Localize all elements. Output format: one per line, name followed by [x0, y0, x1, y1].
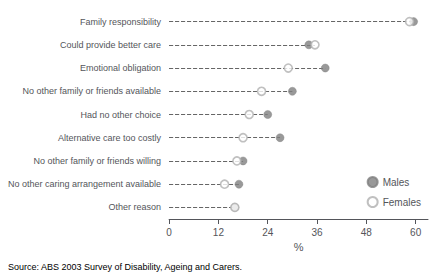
svg-text:No other family or friends wil: No other family or friends willing — [34, 156, 162, 166]
svg-text:36: 36 — [311, 227, 323, 238]
svg-text:%: % — [294, 241, 304, 253]
svg-text:Could provide better care: Could provide better care — [60, 40, 161, 50]
svg-text:48: 48 — [361, 227, 373, 238]
svg-text:0: 0 — [166, 227, 172, 238]
svg-text:Family responsibility: Family responsibility — [80, 17, 162, 27]
svg-text:Males: Males — [383, 177, 410, 188]
svg-text:60: 60 — [410, 227, 422, 238]
svg-text:24: 24 — [262, 227, 274, 238]
svg-text:No other family or friends ava: No other family or friends available — [23, 86, 162, 96]
svg-text:Emotional obligation: Emotional obligation — [80, 63, 161, 73]
svg-text:Other reason: Other reason — [109, 202, 162, 212]
svg-text:12: 12 — [213, 227, 225, 238]
svg-text:Source: ABS 2003 Survey of Dis: Source: ABS 2003 Survey of Disability, A… — [8, 262, 242, 272]
svg-text:Had no other choice: Had no other choice — [81, 110, 162, 120]
svg-text:No other caring arrangement av: No other caring arrangement available — [8, 179, 161, 189]
svg-text:Alternative care too costly: Alternative care too costly — [58, 133, 162, 143]
svg-text:Females: Females — [383, 197, 421, 208]
